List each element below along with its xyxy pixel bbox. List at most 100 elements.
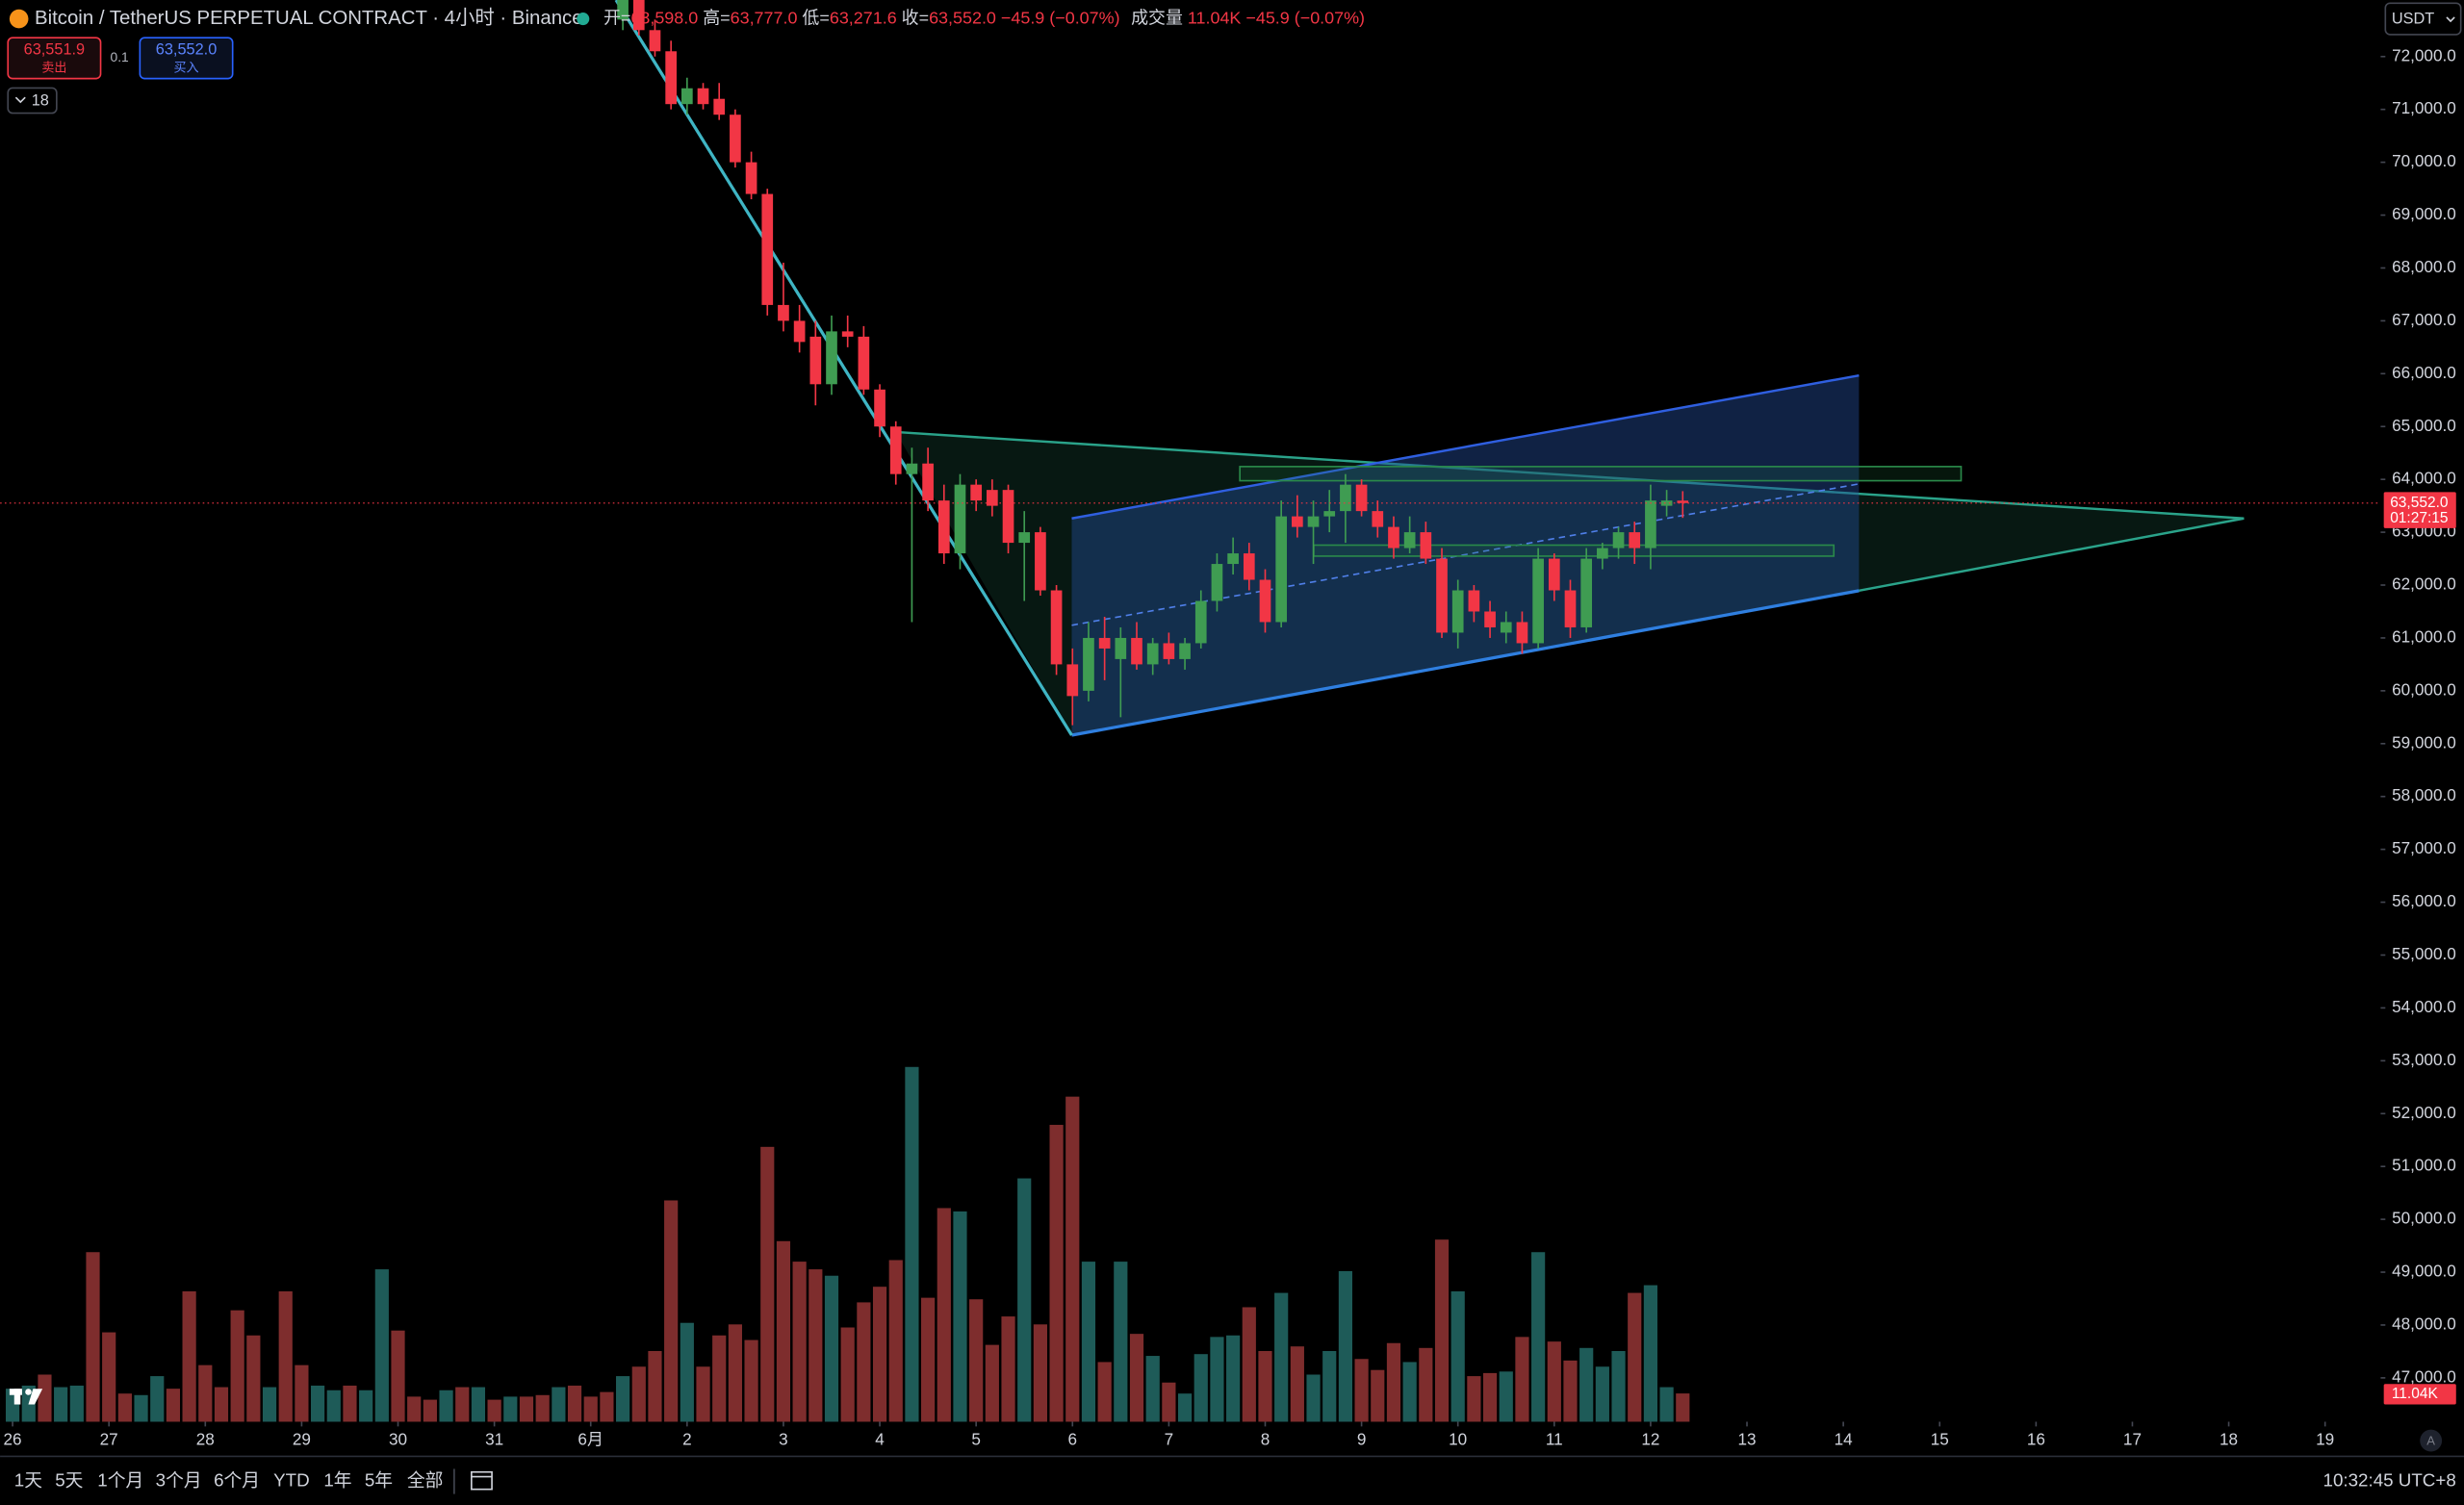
volume-bar	[808, 1269, 823, 1422]
buy-button[interactable]	[139, 37, 234, 80]
y-tick-label: 70,000.0	[2392, 151, 2456, 170]
range-button[interactable]: 1个月	[97, 1469, 143, 1490]
volume-bar	[600, 1391, 614, 1422]
volume-bar	[1114, 1262, 1128, 1422]
volume-bar	[1081, 1262, 1096, 1422]
volume-bar	[519, 1396, 534, 1422]
candle-body	[1564, 590, 1577, 627]
range-button[interactable]: 1年	[323, 1469, 351, 1490]
volume-bar	[54, 1387, 68, 1422]
candle-body	[841, 331, 854, 337]
range-button[interactable]: YTD	[273, 1469, 310, 1490]
candle-body	[1516, 622, 1528, 644]
y-tick-label: 55,000.0	[2392, 944, 2456, 963]
x-tick-label: 12	[1641, 1430, 1659, 1449]
y-tick-label: 48,000.0	[2392, 1314, 2456, 1333]
volume-tag	[2383, 1384, 2456, 1405]
quantity[interactable]: 0.1	[111, 49, 130, 64]
y-tick-label: 59,000.0	[2392, 732, 2456, 752]
volume-pane	[5, 1066, 1690, 1422]
x-tick-label: 4	[875, 1430, 885, 1449]
sell-button[interactable]	[7, 37, 102, 80]
calendar-icon[interactable]	[471, 1470, 493, 1491]
ohlc-value: 63,598.0	[630, 8, 698, 27]
candle-body	[697, 88, 709, 105]
y-tick-label: 62,000.0	[2392, 574, 2456, 594]
trend-line	[614, 0, 1073, 736]
candle-body	[1597, 548, 1608, 559]
volume-bar	[1467, 1376, 1481, 1422]
y-tick-label: 68,000.0	[2392, 257, 2456, 276]
volume-bar	[905, 1066, 919, 1422]
volume-bar	[343, 1385, 357, 1422]
x-tick-label: 28	[196, 1430, 215, 1449]
x-tick-label: 10	[1449, 1430, 1467, 1449]
volume-bar	[503, 1396, 518, 1422]
volume-bar	[1563, 1360, 1578, 1422]
volume-bar	[631, 1366, 646, 1422]
volume-bar	[487, 1399, 501, 1422]
candle-body	[1420, 532, 1432, 559]
volume-bar	[616, 1376, 630, 1422]
candle-body	[761, 193, 774, 305]
currency-dropdown[interactable]	[2384, 2, 2462, 36]
volume-bar	[1129, 1334, 1144, 1422]
range-button[interactable]: 3个月	[156, 1469, 202, 1490]
range-button[interactable]: 6个月	[214, 1469, 260, 1490]
indicator-toggle[interactable]	[7, 87, 58, 115]
ohlc-label: 收=	[902, 8, 929, 27]
ohlc-label: 开=	[603, 8, 630, 27]
volume-bar	[1628, 1292, 1642, 1422]
y-tick-label: 58,000.0	[2392, 785, 2456, 804]
volume-bar	[760, 1146, 775, 1422]
volume-bar	[1145, 1356, 1160, 1422]
y-tick-label: 49,000.0	[2392, 1262, 2456, 1281]
y-tick-label: 64,000.0	[2392, 469, 2456, 488]
candle-body	[713, 98, 726, 115]
volume-bar	[953, 1211, 967, 1422]
x-tick-label: 2	[682, 1430, 692, 1449]
candle-body	[745, 162, 757, 194]
volume-bar	[102, 1332, 116, 1422]
volume-bar	[1322, 1350, 1337, 1422]
x-tick-label: 15	[1931, 1430, 1949, 1449]
volume-bar	[471, 1387, 486, 1422]
volume-bar	[1579, 1347, 1594, 1422]
auto-scale-button[interactable]	[2420, 1429, 2443, 1452]
candle-body	[793, 320, 806, 343]
volume-bar	[150, 1376, 165, 1422]
candle-body	[1194, 600, 1207, 644]
volume-bar	[407, 1396, 422, 1422]
volume-bar	[857, 1302, 871, 1422]
clock[interactable]: 10:32:45 UTC+8	[2323, 1469, 2456, 1490]
volume-bar	[374, 1269, 389, 1422]
volume-bar	[1611, 1350, 1626, 1422]
indicator-count: 18	[32, 92, 49, 110]
range-button[interactable]: 5年	[365, 1469, 393, 1490]
volume-bar	[535, 1394, 550, 1422]
x-tick-label: 5	[971, 1430, 981, 1449]
candle-body	[1050, 590, 1063, 665]
x-tick-label: 27	[100, 1430, 118, 1449]
volume-bar	[696, 1366, 710, 1422]
range-button[interactable]: 1天	[14, 1469, 42, 1490]
x-tick-label: 19	[2316, 1430, 2334, 1449]
range-button[interactable]: 全部	[407, 1469, 444, 1490]
candle-body	[937, 500, 950, 554]
y-tick-label: 69,000.0	[2392, 204, 2456, 223]
ohlc-value: 63,552.0	[929, 8, 996, 27]
volume-bar	[69, 1385, 84, 1422]
range-button[interactable]: 5天	[55, 1469, 83, 1490]
triangle-top	[895, 430, 2245, 520]
volume-bar	[423, 1399, 437, 1422]
volume-bar	[744, 1339, 758, 1422]
symbol[interactable]: Bitcoin / TetherUS PERPETUAL CONTRACT · …	[35, 7, 583, 29]
candles	[0, 0, 2381, 726]
volume-bar	[1676, 1393, 1690, 1422]
volume-bar	[439, 1390, 453, 1422]
candle-body	[1645, 500, 1656, 548]
volume-bar	[680, 1322, 694, 1422]
volume-bar	[728, 1324, 742, 1422]
calendar-frame	[471, 1470, 493, 1491]
